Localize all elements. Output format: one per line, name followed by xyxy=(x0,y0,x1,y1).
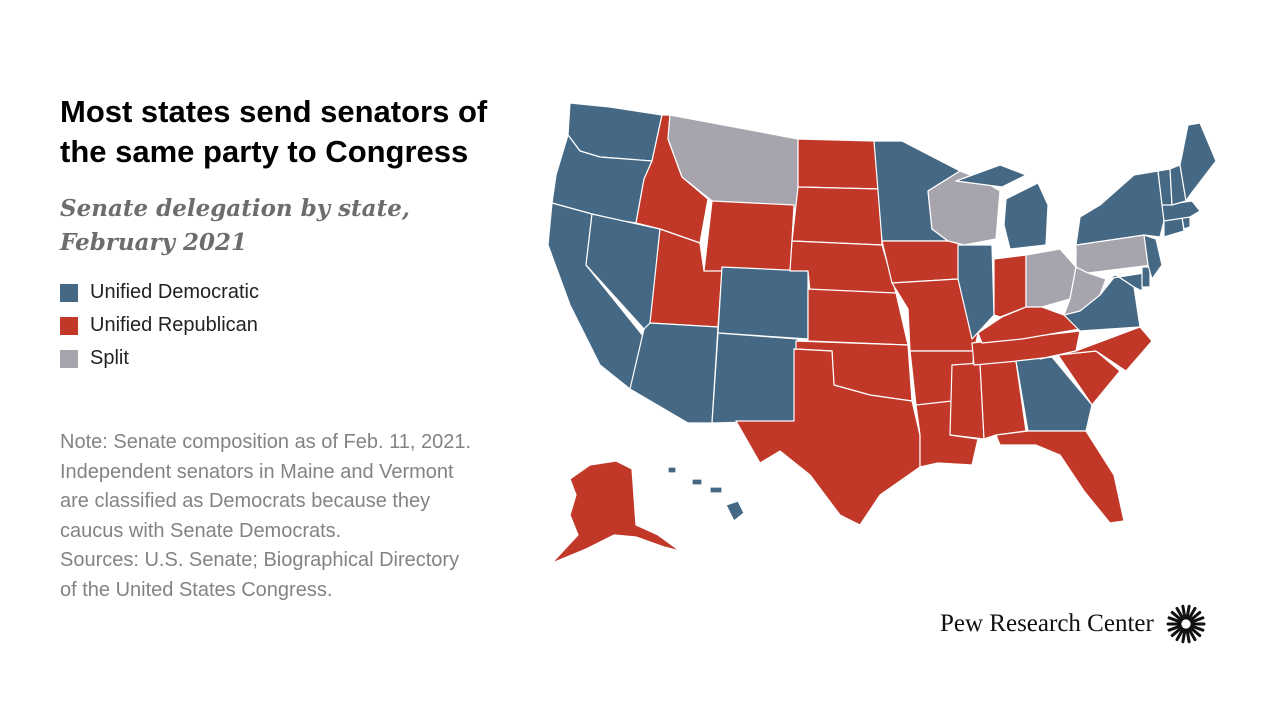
legend-label-split: Split xyxy=(90,347,129,369)
note-text: Note: Senate composition as of Feb. 11, … xyxy=(60,431,471,542)
legend-item-split: Split xyxy=(60,342,259,375)
state-CO xyxy=(717,266,809,340)
legend-swatch-split xyxy=(60,349,78,368)
legend-item-unified-republican: Unified Republican xyxy=(60,309,259,342)
note-block: Note: Senate composition as of Feb. 11, … xyxy=(60,428,480,605)
state-WI xyxy=(927,170,1001,246)
logo-ray xyxy=(1175,627,1185,642)
state-RI xyxy=(1181,216,1191,230)
chart-subtitle: Senate delegation by state, February 202… xyxy=(60,195,410,256)
us-map xyxy=(547,102,1217,564)
state-HI xyxy=(667,466,745,522)
state-AZ xyxy=(629,322,719,424)
state-DE xyxy=(1141,266,1151,288)
legend: Unified Democratic Unified Republican Sp… xyxy=(60,276,259,375)
logo-ray xyxy=(1188,626,1202,638)
state-TX xyxy=(735,348,921,526)
logo-ray xyxy=(1185,604,1191,620)
state-FL xyxy=(995,430,1125,524)
state-NJ xyxy=(1143,234,1163,280)
state-NM xyxy=(711,332,799,424)
chart-title: Most states send senators of the same pa… xyxy=(60,94,488,169)
state-NY xyxy=(1075,170,1165,246)
state-ME xyxy=(1179,122,1217,202)
brand: Pew Research Center xyxy=(940,604,1206,644)
logo-ray xyxy=(1170,626,1183,638)
state-ID xyxy=(635,114,709,244)
logo-ray xyxy=(1175,606,1185,621)
state-IL xyxy=(957,244,995,340)
logo-ray xyxy=(1185,628,1191,644)
legend-item-unified-democratic: Unified Democratic xyxy=(60,276,259,309)
logo-ray xyxy=(1170,610,1183,622)
legend-swatch-unified-republican xyxy=(60,316,78,335)
logo-ray xyxy=(1187,627,1197,642)
logo-ray xyxy=(1181,628,1187,644)
brand-name: Pew Research Center xyxy=(940,610,1154,637)
state-WY xyxy=(703,200,795,276)
state-SD xyxy=(791,186,883,246)
state-MI xyxy=(955,164,1049,250)
logo-ray xyxy=(1189,616,1205,624)
state-OH xyxy=(1025,248,1077,308)
logo-ray xyxy=(1189,624,1205,632)
state-MS xyxy=(949,362,985,440)
state-MA xyxy=(1161,200,1201,222)
logo-ray xyxy=(1167,624,1182,632)
logo-ray xyxy=(1187,606,1197,621)
state-IN xyxy=(993,254,1027,318)
state-IA xyxy=(881,240,965,284)
legend-swatch-unified-democratic xyxy=(60,283,78,302)
state-KS xyxy=(807,288,909,346)
state-AK xyxy=(551,460,681,564)
pew-sunburst-logo-icon xyxy=(1166,604,1206,644)
logo-ray xyxy=(1188,610,1202,622)
legend-label-unified-democratic: Unified Democratic xyxy=(90,281,259,303)
state-NC xyxy=(1039,326,1153,372)
logo-ray xyxy=(1181,604,1187,620)
sources-text: Sources: U.S. Senate; Biographical Direc… xyxy=(60,549,460,601)
logo-ray xyxy=(1167,616,1182,624)
legend-label-unified-republican: Unified Republican xyxy=(90,314,258,336)
state-ND xyxy=(797,138,881,190)
state-MD xyxy=(1105,272,1145,292)
